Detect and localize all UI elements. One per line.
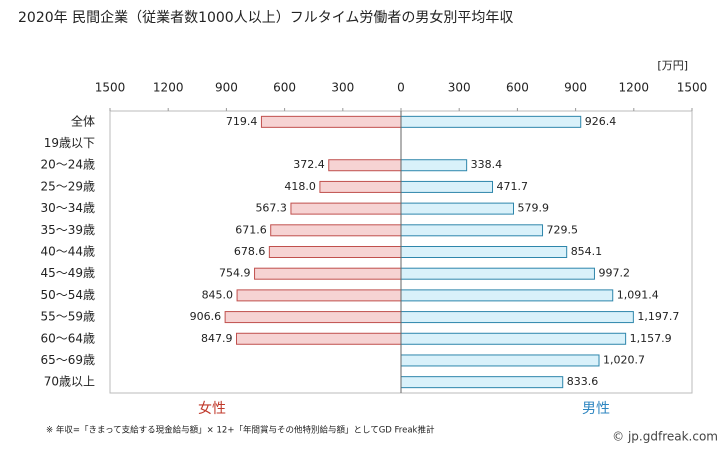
value-label: 678.6 — [234, 245, 266, 258]
x-tick-label: 1200 — [153, 81, 184, 95]
bar — [400, 267, 595, 280]
category-label: 20～24歳 — [40, 158, 95, 172]
value-label: 567.3 — [255, 202, 287, 215]
category-label: 30～34歳 — [40, 201, 95, 215]
unit-label: [万円] — [657, 59, 688, 72]
x-tick-label: 600 — [273, 81, 296, 95]
value-label: 847.9 — [201, 332, 233, 345]
value-label: 833.6 — [567, 375, 599, 388]
value-label: 1,197.7 — [637, 310, 679, 323]
category-label: 35～39歳 — [40, 223, 95, 237]
bar — [400, 115, 582, 128]
footnote: ※ 年収=「きまって支給する現金給与額」× 12+「年間賞与その他特別給与額」と… — [46, 425, 435, 436]
value-label: 754.9 — [219, 267, 251, 280]
bar — [270, 224, 402, 237]
value-label: 854.1 — [571, 245, 603, 258]
value-label: 719.4 — [226, 115, 258, 128]
bar — [400, 289, 614, 302]
category-label: 45～49歳 — [40, 266, 95, 280]
bar — [290, 202, 402, 215]
bar — [400, 246, 568, 258]
x-tick-label: 1200 — [619, 81, 650, 95]
bar — [260, 115, 402, 128]
bar — [400, 311, 634, 324]
x-tick-label: 0 — [397, 81, 405, 95]
x-tick-label: 300 — [331, 81, 354, 95]
bar — [400, 376, 564, 389]
category-label: 19歳以下 — [44, 136, 95, 150]
value-label: 418.0 — [284, 180, 316, 193]
value-label: 906.6 — [190, 310, 222, 323]
legend-label: 女性 — [198, 400, 226, 417]
value-label: 1,020.7 — [603, 353, 645, 366]
value-label: 338.4 — [471, 158, 503, 171]
x-tick-label: 300 — [448, 81, 471, 95]
category-label: 50～54歳 — [40, 288, 95, 302]
bar — [400, 224, 544, 237]
bar — [236, 289, 402, 302]
value-label: 372.4 — [293, 158, 325, 171]
category-label: 55～59歳 — [40, 310, 95, 324]
category-label: 70歳以上 — [44, 375, 95, 389]
category-label: 60～64歳 — [40, 331, 95, 345]
bar — [400, 159, 468, 172]
x-tick-label: 900 — [564, 81, 587, 95]
bar — [400, 354, 600, 367]
value-label: 926.4 — [585, 115, 617, 128]
bar — [400, 202, 515, 215]
bar — [254, 267, 402, 280]
x-tick-label: 600 — [506, 81, 529, 95]
value-label: 1,091.4 — [617, 288, 659, 301]
value-label: 471.7 — [497, 180, 528, 193]
value-label: 671.6 — [235, 223, 267, 236]
legend-label: 男性 — [582, 401, 610, 417]
value-label: 1,157.9 — [630, 332, 672, 345]
source: © jp.gdfreak.com — [612, 430, 718, 444]
bar — [400, 332, 627, 345]
bar — [236, 332, 402, 345]
category-label: 25～29歳 — [40, 179, 95, 193]
value-label: 845.0 — [202, 288, 234, 301]
chart-title: 2020年 民間企業（従業者数1000人以上）フルタイム労働者の男女別平均年収 — [18, 9, 513, 26]
x-tick-label: 1500 — [95, 81, 126, 95]
value-label: 997.2 — [598, 267, 630, 280]
category-label: 65～69歳 — [40, 353, 95, 367]
bar — [400, 180, 494, 193]
bar — [224, 311, 402, 324]
x-tick-label: 1500 — [677, 81, 708, 95]
value-label: 729.5 — [547, 223, 579, 236]
bar — [268, 246, 402, 258]
value-label: 579.9 — [518, 202, 550, 215]
bar — [319, 180, 402, 193]
x-tick-label: 900 — [215, 81, 238, 95]
category-label: 40～44歳 — [40, 245, 95, 259]
bar — [328, 159, 402, 172]
category-label: 全体 — [71, 113, 95, 128]
